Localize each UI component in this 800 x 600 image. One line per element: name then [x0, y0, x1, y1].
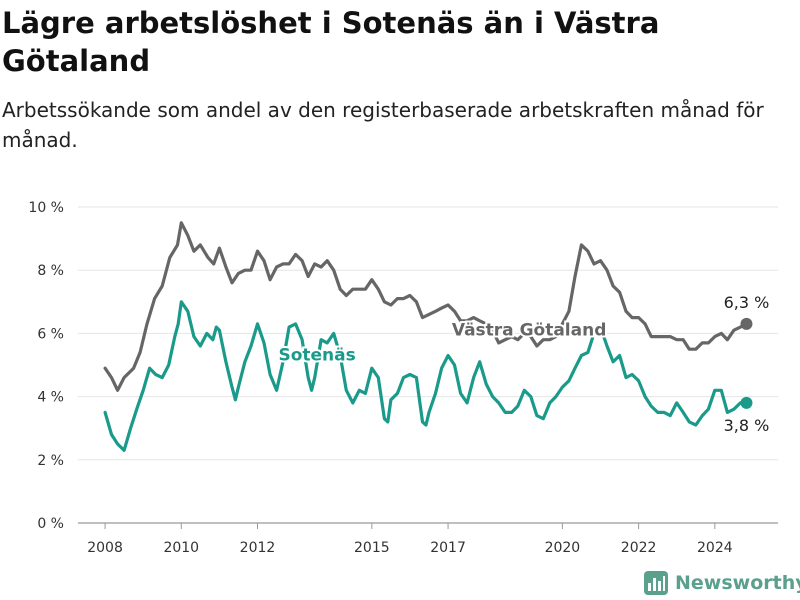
y-tick-label: 4 %: [37, 390, 64, 406]
y-tick-label: 0 %: [37, 516, 64, 532]
bar-chart-logo-icon: [644, 571, 668, 595]
chart-subtitle: Arbetssökande som andel av den registerb…: [2, 98, 764, 152]
x-axis-ticks: 2008 2010 2012 2015 2017 2020 2022 2024: [87, 523, 733, 556]
end-point-sotenas: [740, 396, 753, 409]
series-name-vastra-gotaland: Västra Götaland: [452, 320, 607, 340]
chart-title: Lägre arbetslöshet i Sotenäs än i Västra…: [2, 6, 660, 78]
y-tick-label: 8 %: [37, 263, 64, 279]
x-tick-label: 2024: [697, 540, 733, 556]
x-tick-label: 2015: [354, 540, 390, 556]
series-line-vastra-gotaland: [103, 221, 749, 392]
series-line-sotenas: [103, 300, 749, 452]
x-tick-label: 2017: [430, 540, 466, 556]
x-tick-label: 2010: [163, 540, 199, 556]
newsworthy-logo: Newsworthy: [644, 568, 800, 598]
end-value-label-sotenas: 3,8 %: [724, 416, 770, 435]
y-axis-ticks: 0 % 2 % 4 % 6 % 8 % 10 %: [28, 200, 64, 532]
x-tick-label: 2022: [621, 540, 657, 556]
series-name-sotenas: Sotenäs: [278, 346, 355, 366]
y-tick-label: 2 %: [37, 453, 64, 469]
series-lines: [103, 221, 753, 452]
x-tick-label: 2008: [87, 540, 123, 556]
end-point-vastra-gotaland: [740, 317, 753, 330]
end-value-label-vastra-gotaland: 6,3 %: [724, 293, 770, 312]
grid-lines: [78, 206, 778, 524]
brand-name: Newsworthy: [675, 572, 800, 594]
x-tick-label: 2012: [240, 540, 276, 556]
series-labels: 6,3 % 3,8 % Västra Götaland Sotenäs: [276, 293, 770, 435]
y-tick-label: 6 %: [37, 326, 64, 342]
x-tick-label: 2020: [545, 540, 581, 556]
y-tick-label: 10 %: [28, 200, 64, 216]
